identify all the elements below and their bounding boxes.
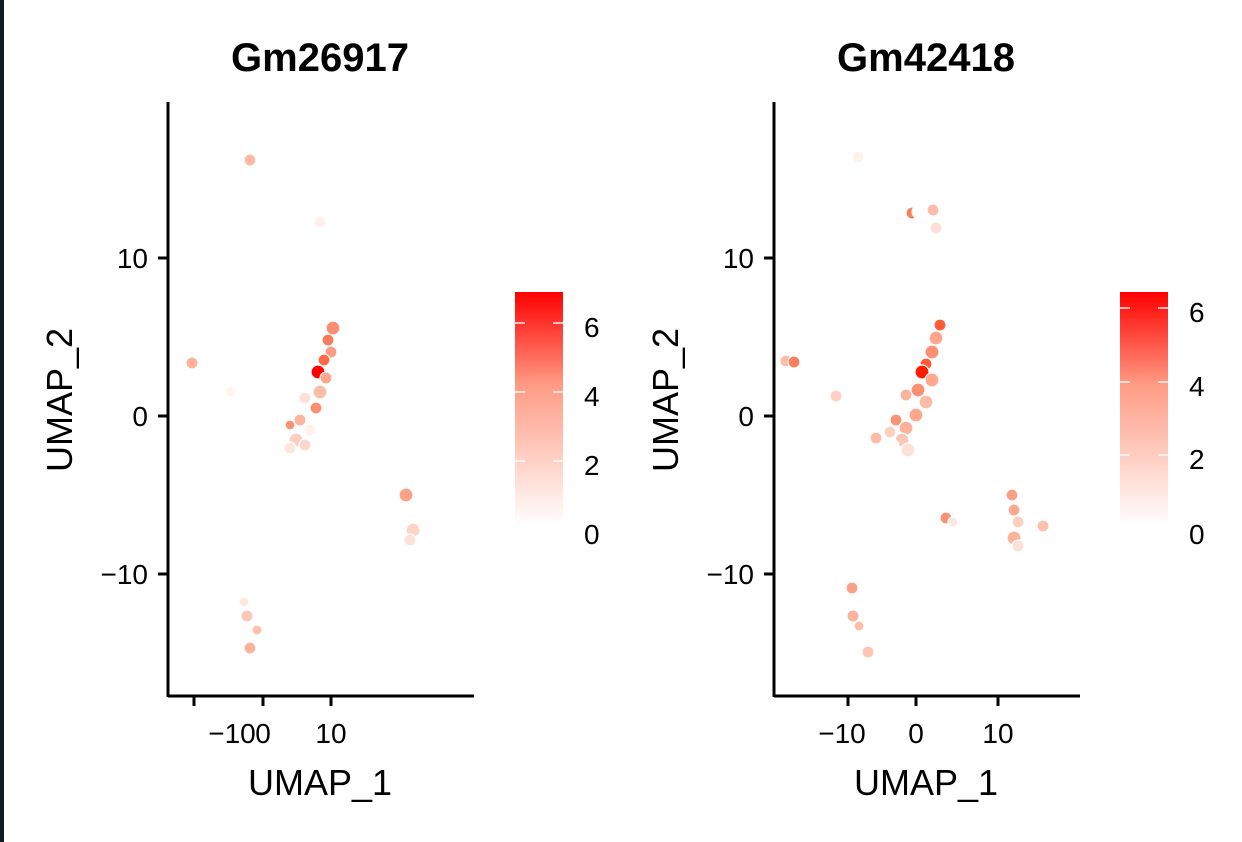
svg-text:4: 4 — [1189, 371, 1205, 402]
y-tick-labels: 10 0 −10 — [101, 243, 149, 590]
scatter-points — [779, 150, 1050, 659]
umap-panel-gm26917: Gm26917 — [0, 0, 610, 842]
svg-text:10: 10 — [723, 243, 754, 274]
umap-panel-gm42418: Gm42418 — [606, 0, 1216, 842]
svg-text:0: 0 — [1189, 519, 1205, 550]
umap-plot-svg: Gm26917 — [39, 36, 600, 803]
x-axis-label: UMAP_1 — [248, 762, 392, 803]
svg-text:6: 6 — [1189, 297, 1205, 328]
svg-text:0: 0 — [908, 718, 924, 749]
svg-text:−10: −10 — [101, 559, 149, 590]
window-left-border — [0, 0, 4, 842]
svg-text:2: 2 — [1189, 444, 1205, 475]
svg-text:10: 10 — [982, 718, 1013, 749]
svg-text:−10: −10 — [818, 718, 866, 749]
svg-text:0: 0 — [738, 401, 754, 432]
x-axis-label: UMAP_1 — [854, 762, 998, 803]
axes — [158, 102, 474, 706]
umap-plot-svg: Gm42418 — [645, 36, 1205, 803]
svg-text:4: 4 — [584, 381, 600, 412]
svg-text:10: 10 — [117, 243, 148, 274]
y-axis-label: UMAP_2 — [645, 328, 686, 472]
scatter-points — [185, 153, 461, 661]
y-axis-label: UMAP_2 — [39, 328, 80, 472]
svg-text:−10: −10 — [208, 718, 256, 749]
svg-text:0: 0 — [584, 519, 600, 550]
axes — [764, 102, 1080, 706]
y-tick-labels: 10 0 −10 — [707, 243, 755, 590]
svg-text:10: 10 — [315, 718, 346, 749]
plot-title: Gm26917 — [231, 36, 409, 80]
svg-text:0: 0 — [255, 718, 271, 749]
svg-text:6: 6 — [584, 312, 600, 343]
colorbar-legend: 6 4 2 0 — [515, 292, 600, 550]
plot-title: Gm42418 — [837, 36, 1015, 80]
svg-text:0: 0 — [132, 401, 148, 432]
x-tick-labels: −10 0 10 — [818, 718, 1013, 749]
svg-text:2: 2 — [584, 450, 600, 481]
x-tick-labels: −10 0 10 — [208, 718, 346, 749]
colorbar-legend: 6 4 2 0 — [1120, 292, 1205, 550]
svg-text:−10: −10 — [707, 559, 755, 590]
